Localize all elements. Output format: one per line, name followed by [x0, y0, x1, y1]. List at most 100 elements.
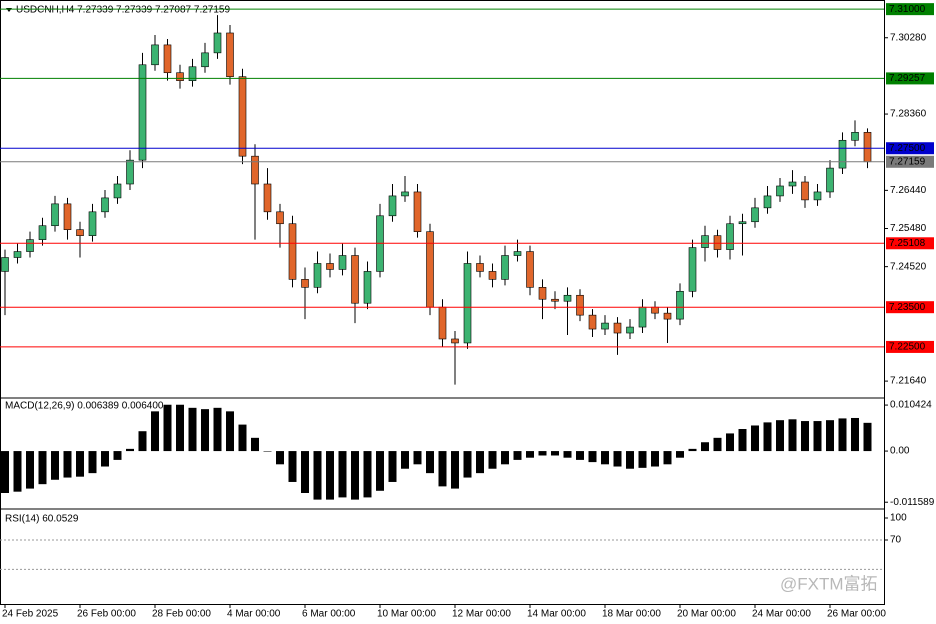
macd-bar: [213, 407, 222, 452]
macd-bar: [663, 451, 672, 465]
candle-body: [851, 132, 859, 141]
candle-body: [226, 32, 234, 77]
candle-body: [38, 225, 47, 240]
level-box: [886, 72, 934, 85]
macd-bar: [38, 451, 47, 485]
candle-body: [63, 203, 72, 230]
candle-body: [463, 263, 472, 344]
y-tick-label: 7.30280: [890, 32, 927, 43]
macd-bar: [776, 420, 784, 452]
x-tick-label: 14 Mar 00:00: [527, 609, 586, 620]
x-tick-label: 24 Feb 2025: [2, 609, 59, 620]
candle-body: [163, 44, 172, 74]
candle-body: [751, 207, 759, 223]
macd-bar: [526, 451, 534, 458]
x-tick-label: 10 Mar 00:00: [377, 609, 436, 620]
candle-body: [801, 181, 809, 201]
chart-title: USDCNH,H4 7.27339 7.27339 7.27087 7.2715…: [16, 5, 230, 16]
macd-bar: [388, 451, 397, 482]
x-tick-label: 12 Mar 00:00: [452, 609, 511, 620]
macd-bar: [751, 425, 759, 452]
rsi-title: RSI(14) 60.0529: [5, 514, 79, 525]
level-label: 7.22500: [889, 342, 926, 353]
candle-body: [351, 255, 359, 304]
candle-body: [201, 52, 209, 68]
y-tick-label: 7.24520: [890, 261, 927, 272]
macd-bar: [463, 451, 472, 478]
macd-bar: [726, 433, 734, 452]
candle-body: [151, 44, 159, 66]
candle-body: [526, 251, 534, 288]
macd-bar: [763, 422, 772, 452]
macd-bar: [63, 451, 72, 478]
y-tick-label: 0.010424: [890, 400, 932, 411]
macd-bar: [201, 409, 209, 452]
macd-bar: [426, 451, 434, 474]
macd-bar: [338, 451, 347, 498]
candle-body: [401, 191, 409, 197]
y-tick-label: 100: [890, 513, 907, 524]
candle-body: [638, 306, 647, 328]
y-tick-label: 7.26440: [890, 185, 927, 196]
macd-bar: [251, 437, 259, 452]
candle-body: [488, 271, 497, 280]
macd-bar: [788, 419, 797, 452]
macd-bar: [351, 451, 359, 500]
y-tick-label: 70: [890, 535, 902, 546]
macd-bar: [588, 451, 597, 463]
macd-bar: [863, 422, 872, 452]
candle-body: [813, 191, 822, 201]
candle-body: [288, 223, 297, 280]
candle-body: [213, 32, 222, 54]
candle-body: [563, 294, 572, 302]
x-tick-label: 26 Feb 00:00: [77, 609, 136, 620]
candle-body: [451, 338, 459, 344]
candle-body: [326, 263, 334, 270]
macd-bar: [563, 451, 572, 458]
candle-body: [438, 306, 447, 340]
macd-title: MACD(12,26,9) 0.006389 0.006400: [5, 401, 164, 412]
level-label: 7.29257: [889, 73, 926, 84]
candle-body: [1, 257, 9, 272]
y-tick-label: 7.25480: [890, 223, 927, 234]
level-label: 7.31000: [889, 4, 926, 15]
macd-bar: [501, 451, 509, 465]
macd-bar: [476, 451, 484, 474]
candle-body: [501, 255, 509, 280]
level-label: 7.27159: [889, 156, 926, 167]
macd-bar: [26, 451, 34, 489]
candle-body: [688, 247, 697, 292]
candle-body: [538, 287, 547, 300]
candle-body: [101, 197, 109, 213]
candle-body: [363, 271, 372, 304]
macd-bar: [276, 451, 284, 465]
candle-body: [388, 195, 397, 217]
macd-bar: [326, 451, 334, 500]
macd-bar: [538, 451, 547, 456]
candle-body: [176, 72, 184, 81]
macd-bar: [1, 451, 9, 493]
candle-body: [513, 251, 522, 256]
macd-bar: [613, 451, 622, 467]
level-box: [886, 142, 934, 155]
macd-bar: [451, 451, 459, 489]
candle-body: [726, 223, 734, 250]
level-box: [886, 340, 934, 353]
macd-bar: [13, 451, 22, 492]
candle-body: [313, 263, 322, 288]
candle-body: [301, 279, 309, 288]
candle-body: [776, 185, 784, 197]
candle-body: [188, 66, 197, 81]
candle-body: [13, 251, 22, 258]
candle-body: [251, 155, 259, 185]
x-tick-label: 4 Mar 00:00: [227, 609, 281, 620]
level-box: [886, 301, 934, 314]
x-tick-label: 26 Mar 00:00: [827, 609, 886, 620]
macd-bar: [313, 451, 322, 500]
candle-body: [838, 139, 847, 169]
macd-bar: [813, 421, 822, 452]
x-tick-label: 28 Feb 00:00: [152, 609, 211, 620]
candle-body: [788, 181, 797, 187]
macd-bar: [851, 417, 859, 452]
